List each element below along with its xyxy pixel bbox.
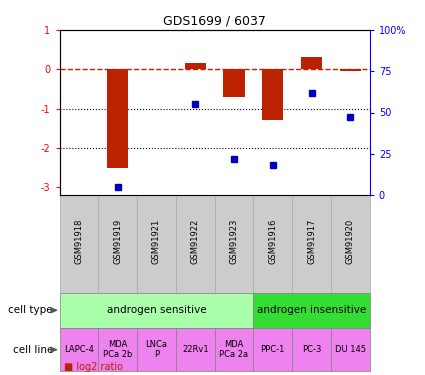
Bar <box>215 328 253 371</box>
Text: ■ log2 ratio: ■ log2 ratio <box>64 363 123 372</box>
Bar <box>60 195 98 292</box>
Bar <box>176 328 215 371</box>
Text: cell line: cell line <box>13 345 60 355</box>
Text: GSM91922: GSM91922 <box>191 219 200 264</box>
Bar <box>137 195 176 292</box>
Bar <box>176 195 215 292</box>
Text: androgen insensitive: androgen insensitive <box>257 305 366 315</box>
Text: 22Rv1: 22Rv1 <box>182 345 209 354</box>
Bar <box>107 69 128 168</box>
Bar <box>262 69 283 120</box>
Bar <box>60 328 98 371</box>
Bar <box>301 57 322 69</box>
Bar <box>292 195 331 292</box>
Text: LNCa
P: LNCa P <box>145 340 167 359</box>
Text: MDA
PCa 2a: MDA PCa 2a <box>219 340 249 359</box>
Text: GSM91920: GSM91920 <box>346 219 355 264</box>
Text: cell type: cell type <box>8 305 60 315</box>
Text: DU 145: DU 145 <box>335 345 366 354</box>
Bar <box>60 292 253 328</box>
Text: GSM91918: GSM91918 <box>74 219 83 264</box>
Text: LAPC-4: LAPC-4 <box>64 345 94 354</box>
Bar <box>253 328 292 371</box>
Text: GSM91919: GSM91919 <box>113 219 122 264</box>
Text: GSM91921: GSM91921 <box>152 219 161 264</box>
Text: androgen sensitive: androgen sensitive <box>107 305 206 315</box>
Text: MDA
PCa 2b: MDA PCa 2b <box>103 340 132 359</box>
Text: GSM91923: GSM91923 <box>230 219 238 264</box>
Title: GDS1699 / 6037: GDS1699 / 6037 <box>163 15 266 27</box>
Bar <box>137 328 176 371</box>
Text: GSM91917: GSM91917 <box>307 219 316 264</box>
Text: PPC-1: PPC-1 <box>261 345 285 354</box>
Bar <box>98 195 137 292</box>
Bar <box>340 69 361 71</box>
Text: GSM91916: GSM91916 <box>268 219 277 264</box>
Bar <box>253 292 370 328</box>
Bar <box>224 69 245 97</box>
Bar <box>215 195 253 292</box>
Text: PC-3: PC-3 <box>302 345 321 354</box>
Bar <box>253 195 292 292</box>
Bar <box>184 63 206 69</box>
Bar <box>292 328 331 371</box>
Bar <box>98 328 137 371</box>
Bar <box>331 328 370 371</box>
Bar <box>331 195 370 292</box>
